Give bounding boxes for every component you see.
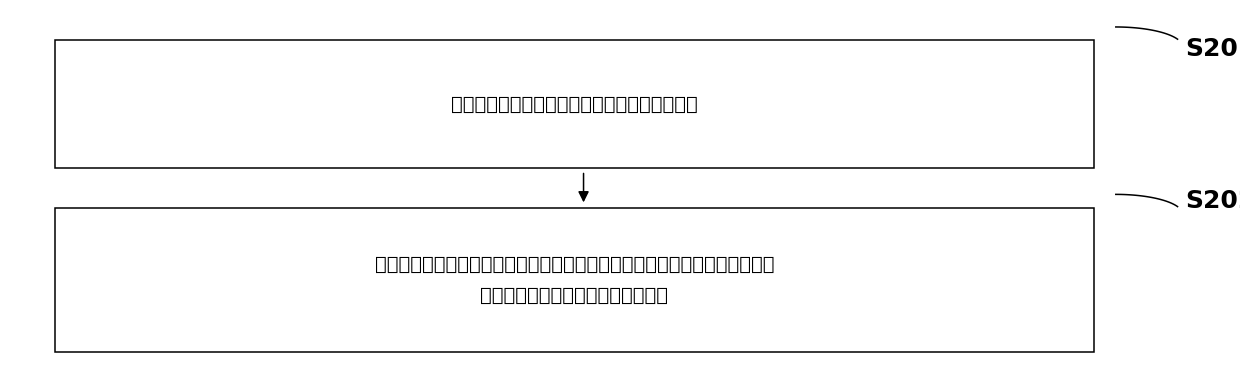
Bar bbox=[55, 40, 1094, 168]
Text: 多元热流体通过低温活塞容器和精密注入泵相连: 多元热流体通过低温活塞容器和精密注入泵相连 bbox=[451, 95, 698, 114]
Bar bbox=[55, 208, 1094, 352]
Text: 通过精密注入泵控制液体流量，通过活塞容器下端的液体流量来推进上端各自
的流体运行，实现多元热流体的注入: 通过精密注入泵控制液体流量，通过活塞容器下端的液体流量来推进上端各自 的流体运行… bbox=[374, 255, 774, 305]
Text: S202: S202 bbox=[1185, 188, 1240, 213]
Text: S201: S201 bbox=[1185, 37, 1240, 61]
